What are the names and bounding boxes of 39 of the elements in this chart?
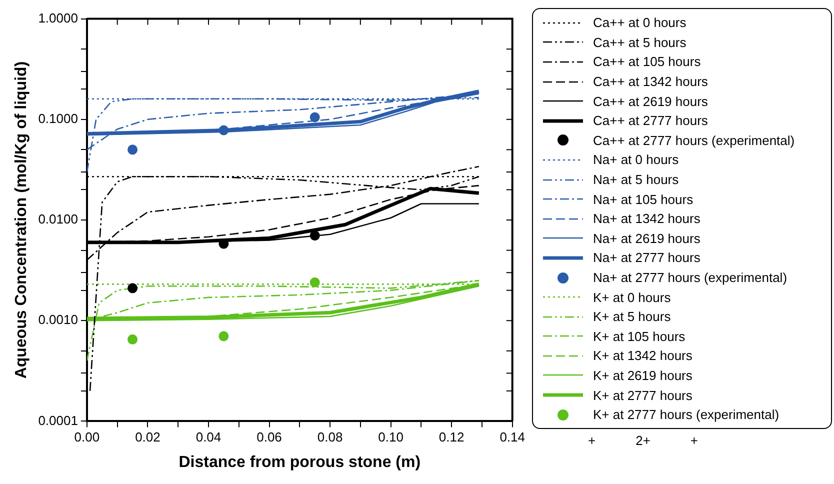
y-tick-label: 0.0100 [38,212,78,227]
legend-label: Na+ at 2777 hours [593,250,700,266]
legend-label: Na+ at 5 hours [593,172,679,188]
legend-label: Ca++ at 2619 hours [593,94,708,109]
legend-label: Ca++ at 0 hours [593,15,686,30]
legend-label: Na+ at 0 hours [593,152,679,168]
legend-label: Ca++ at 1342 hours [593,74,708,90]
legend-label: Ca++ at 105 hours [593,54,701,70]
y-tick-label: 0.0001 [38,412,78,428]
legend-label: Ca++ at 2777 hours (experimental) [593,132,795,148]
legend-label: K+ at 0 hours [593,290,671,305]
legend-label: K+ at 2777 hours (experimental) [593,407,780,422]
x-tick-label: 0.14 [500,430,526,445]
x-tick-label: 0.08 [317,430,343,445]
x-axis-title: Distance from porous stone (m) [178,454,421,471]
x-tick-label: 0.12 [438,430,464,445]
y-tick-label: 0.1000 [38,110,78,126]
legend-label: Na+ at 1342 hours [593,211,700,226]
text: 2+ [636,433,650,448]
legend-label: K+ at 105 hours [593,328,686,344]
y-axis-title: Aqueous Concentration (mol/Kg of liquid) [13,61,30,379]
legend-label: Na+ at 2619 hours [593,230,700,246]
legend-label: Na+ at 105 hours [593,192,694,207]
x-tick-label: 0.04 [196,430,222,445]
x-tick-label: 0.02 [135,430,160,445]
x-tick-label: 0.06 [256,430,282,445]
x-tick-label: 0.00 [74,430,100,445]
y-tick-label: 1.0000 [38,10,78,26]
y-tick-label: 0.0010 [38,312,78,328]
legend-label: K+ at 1342 hours [593,348,692,364]
text: + [588,433,596,448]
legend-label: K+ at 5 hours [593,309,671,324]
x-tick-label: 0.10 [378,430,404,445]
legend-label: Ca++ at 5 hours [593,34,686,50]
legend-label: K+ at 2777 hours [593,388,692,403]
legend-label: Na+ at 2777 hours (experimental) [593,270,788,286]
legend-label: Ca++ at 2777 hours [593,113,708,128]
text: + [690,433,698,448]
legend-label: K+ at 2619 hours [593,368,692,383]
